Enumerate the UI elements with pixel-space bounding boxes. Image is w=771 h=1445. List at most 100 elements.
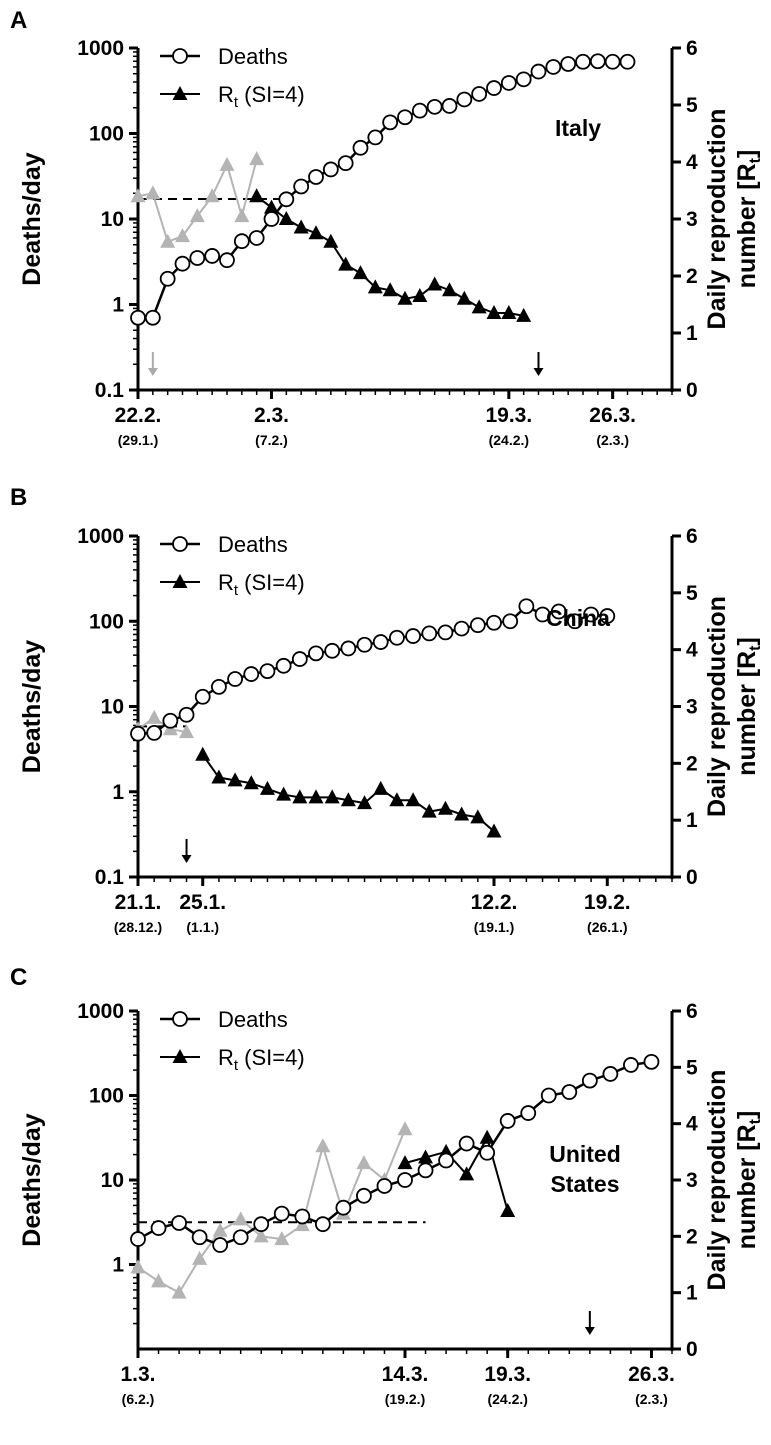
deaths-point (560, 56, 577, 72)
panel-letter: B (10, 484, 27, 511)
x-tick-sublabel: (2.3.) (596, 432, 629, 448)
deaths-point (453, 620, 470, 637)
rt-gray-point (179, 724, 195, 739)
panel-letter: A (10, 7, 27, 34)
rt-black-point (367, 279, 383, 294)
rt-black-point (456, 290, 472, 305)
y-left-tick-label: 10 (101, 208, 124, 231)
rt-gray-point (249, 151, 265, 166)
deaths-point (337, 155, 354, 172)
y-right-axis-label: Daily reproduction number [Rt] (703, 1070, 764, 1291)
rt-gray-point (130, 188, 146, 203)
rt-gray-point (151, 1273, 167, 1288)
deaths-point (643, 1053, 660, 1070)
deaths-point (275, 657, 292, 674)
country-label: Italy (555, 115, 601, 141)
deaths-point (567, 613, 583, 630)
legend-deaths-marker (172, 536, 188, 552)
legend-deaths-label: Deaths (218, 532, 288, 557)
deaths-point (130, 309, 146, 326)
deaths-point (458, 1135, 475, 1152)
y-right-axis-label: Daily reproduction number [Rt] (703, 596, 764, 817)
y-left-tick-label: 1 (112, 294, 124, 317)
y-right-tick-label: 2 (686, 1225, 698, 1248)
rt-gray-point (315, 1138, 331, 1153)
deaths-point (294, 1208, 311, 1225)
rt-black-line (256, 195, 524, 317)
deaths-point (356, 636, 373, 653)
rt-black-point (454, 806, 470, 821)
y-right-tick-label: 6 (686, 37, 698, 60)
rt-black-point (195, 746, 211, 761)
rt-gray-point (253, 1228, 269, 1243)
y-right-tick-label: 5 (686, 1056, 698, 1079)
deaths-point (604, 53, 621, 70)
y-right-tick-label: 4 (686, 639, 698, 662)
y-left-tick-label: 1000 (77, 1000, 124, 1023)
x-tick-sublabel: (19.1.) (474, 919, 514, 935)
rt-gray-point (234, 208, 250, 223)
rt-gray-line (137, 716, 187, 734)
deaths-point (322, 161, 339, 178)
deaths-point (212, 1237, 229, 1253)
onset-arrowhead (147, 368, 158, 376)
deaths-point (248, 230, 265, 246)
rt-black-point (292, 789, 308, 804)
deaths-point (545, 59, 562, 75)
x-tick-sublabel: (6.2.) (122, 1391, 155, 1407)
deaths-point (486, 80, 502, 96)
deaths-point (456, 91, 473, 108)
deaths-point (411, 102, 428, 119)
rt-black-point (249, 188, 265, 203)
rt-black-point (264, 199, 279, 214)
y-right-tick-label: 1 (686, 809, 698, 832)
x-tick-sublabel: (7.2.) (255, 432, 288, 448)
y-right-tick-label: 4 (686, 151, 698, 174)
rt-black-point (353, 265, 368, 280)
deaths-point (372, 634, 389, 650)
deaths-point (599, 608, 616, 624)
deaths-point (575, 53, 591, 70)
rt-black-point (278, 211, 294, 225)
deaths-point (243, 666, 260, 682)
rt-gray-point (274, 1231, 290, 1246)
rt-black-point (459, 1166, 475, 1181)
rt-black-point (338, 256, 354, 271)
deaths-point (367, 129, 384, 146)
legend-rt-marker (172, 574, 188, 588)
deaths-point (273, 1205, 290, 1222)
y-right-label-line2: number [Rt] (733, 1111, 764, 1250)
rt-gray-point (212, 1222, 228, 1237)
rt-black-point (308, 789, 324, 804)
y-right-tick-label: 6 (686, 1000, 698, 1023)
deaths-point (219, 252, 235, 269)
x-tick-sublabel: (24.2.) (487, 1391, 527, 1407)
deaths-point (471, 86, 488, 102)
onset-arrowhead (181, 855, 192, 863)
rt-gray-point (175, 228, 190, 243)
x-tick-label: 14.3. (382, 1363, 429, 1386)
legend-deaths-marker (172, 48, 188, 64)
rt-black-point (293, 219, 309, 234)
rt-gray-point (146, 709, 162, 724)
deaths-point (162, 712, 179, 729)
rt-black-point (501, 305, 517, 320)
deaths-point (623, 1057, 639, 1073)
legend-rt-marker (172, 1049, 188, 1063)
rt-black-point (412, 287, 428, 302)
y-right-tick-label: 3 (686, 1169, 698, 1192)
rt-black-point (479, 1129, 495, 1144)
panel-letter: C (10, 964, 27, 991)
x-tick-sublabel: (29.1.) (118, 432, 158, 448)
deaths-point (499, 1113, 516, 1129)
deaths-point (515, 71, 532, 88)
deaths-point (589, 53, 606, 70)
rt-black-point (418, 1149, 434, 1164)
onset-arrowhead (533, 368, 544, 376)
rt-black-point (397, 1155, 413, 1170)
rt-gray-point (130, 1259, 146, 1274)
y-right-tick-label: 0 (686, 1338, 698, 1361)
deaths-point (438, 1152, 454, 1169)
deaths-point (550, 603, 567, 620)
deaths-point (227, 671, 243, 687)
